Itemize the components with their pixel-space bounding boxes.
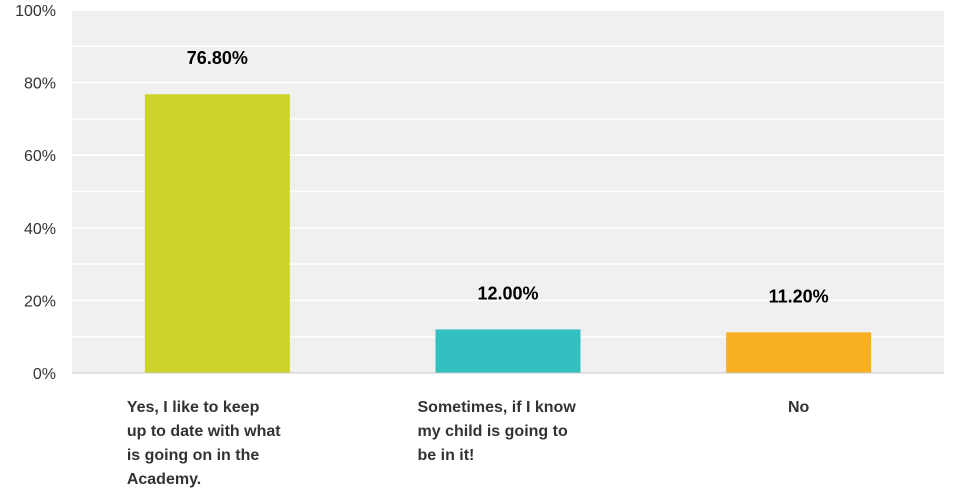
y-tick-label: 0% (33, 366, 56, 383)
x-category-label-line: No (787, 399, 810, 416)
x-category-label-line: Sometimes, if I know (417, 399, 576, 416)
x-category-label-line: up to date with what (126, 423, 281, 440)
y-tick-label: 20% (24, 293, 56, 310)
bars (144, 94, 872, 373)
data-labels: 76.80% 12.00% 11.20% (187, 48, 829, 306)
y-axis-tick-labels: 0% 20% 40% 60% 80% 100% (15, 3, 56, 383)
data-label: 76.80% (187, 48, 248, 68)
bar (435, 329, 581, 373)
x-category-label: Sometimes, if I know my child is going to… (418, 396, 608, 468)
x-category-label: No (704, 396, 894, 420)
y-tick-label: 60% (24, 148, 56, 165)
x-category-label: Yes, I like to keep up to date with what i… (127, 396, 317, 492)
x-category-label-line: Yes, I like to keep (126, 399, 260, 416)
y-tick-label: 100% (15, 3, 56, 20)
data-label: 11.20% (769, 286, 829, 306)
x-category-label-line: is going on in the (126, 447, 260, 464)
y-tick-label: 40% (24, 221, 56, 238)
x-category-label-line: be in it! (417, 447, 475, 464)
data-label: 12.00% (477, 283, 538, 303)
bar (144, 94, 290, 373)
x-category-label-line: my child is going to (417, 423, 568, 440)
x-category-label-line: Academy. (126, 471, 202, 488)
bar (726, 332, 872, 373)
y-tick-label: 80% (24, 76, 56, 93)
